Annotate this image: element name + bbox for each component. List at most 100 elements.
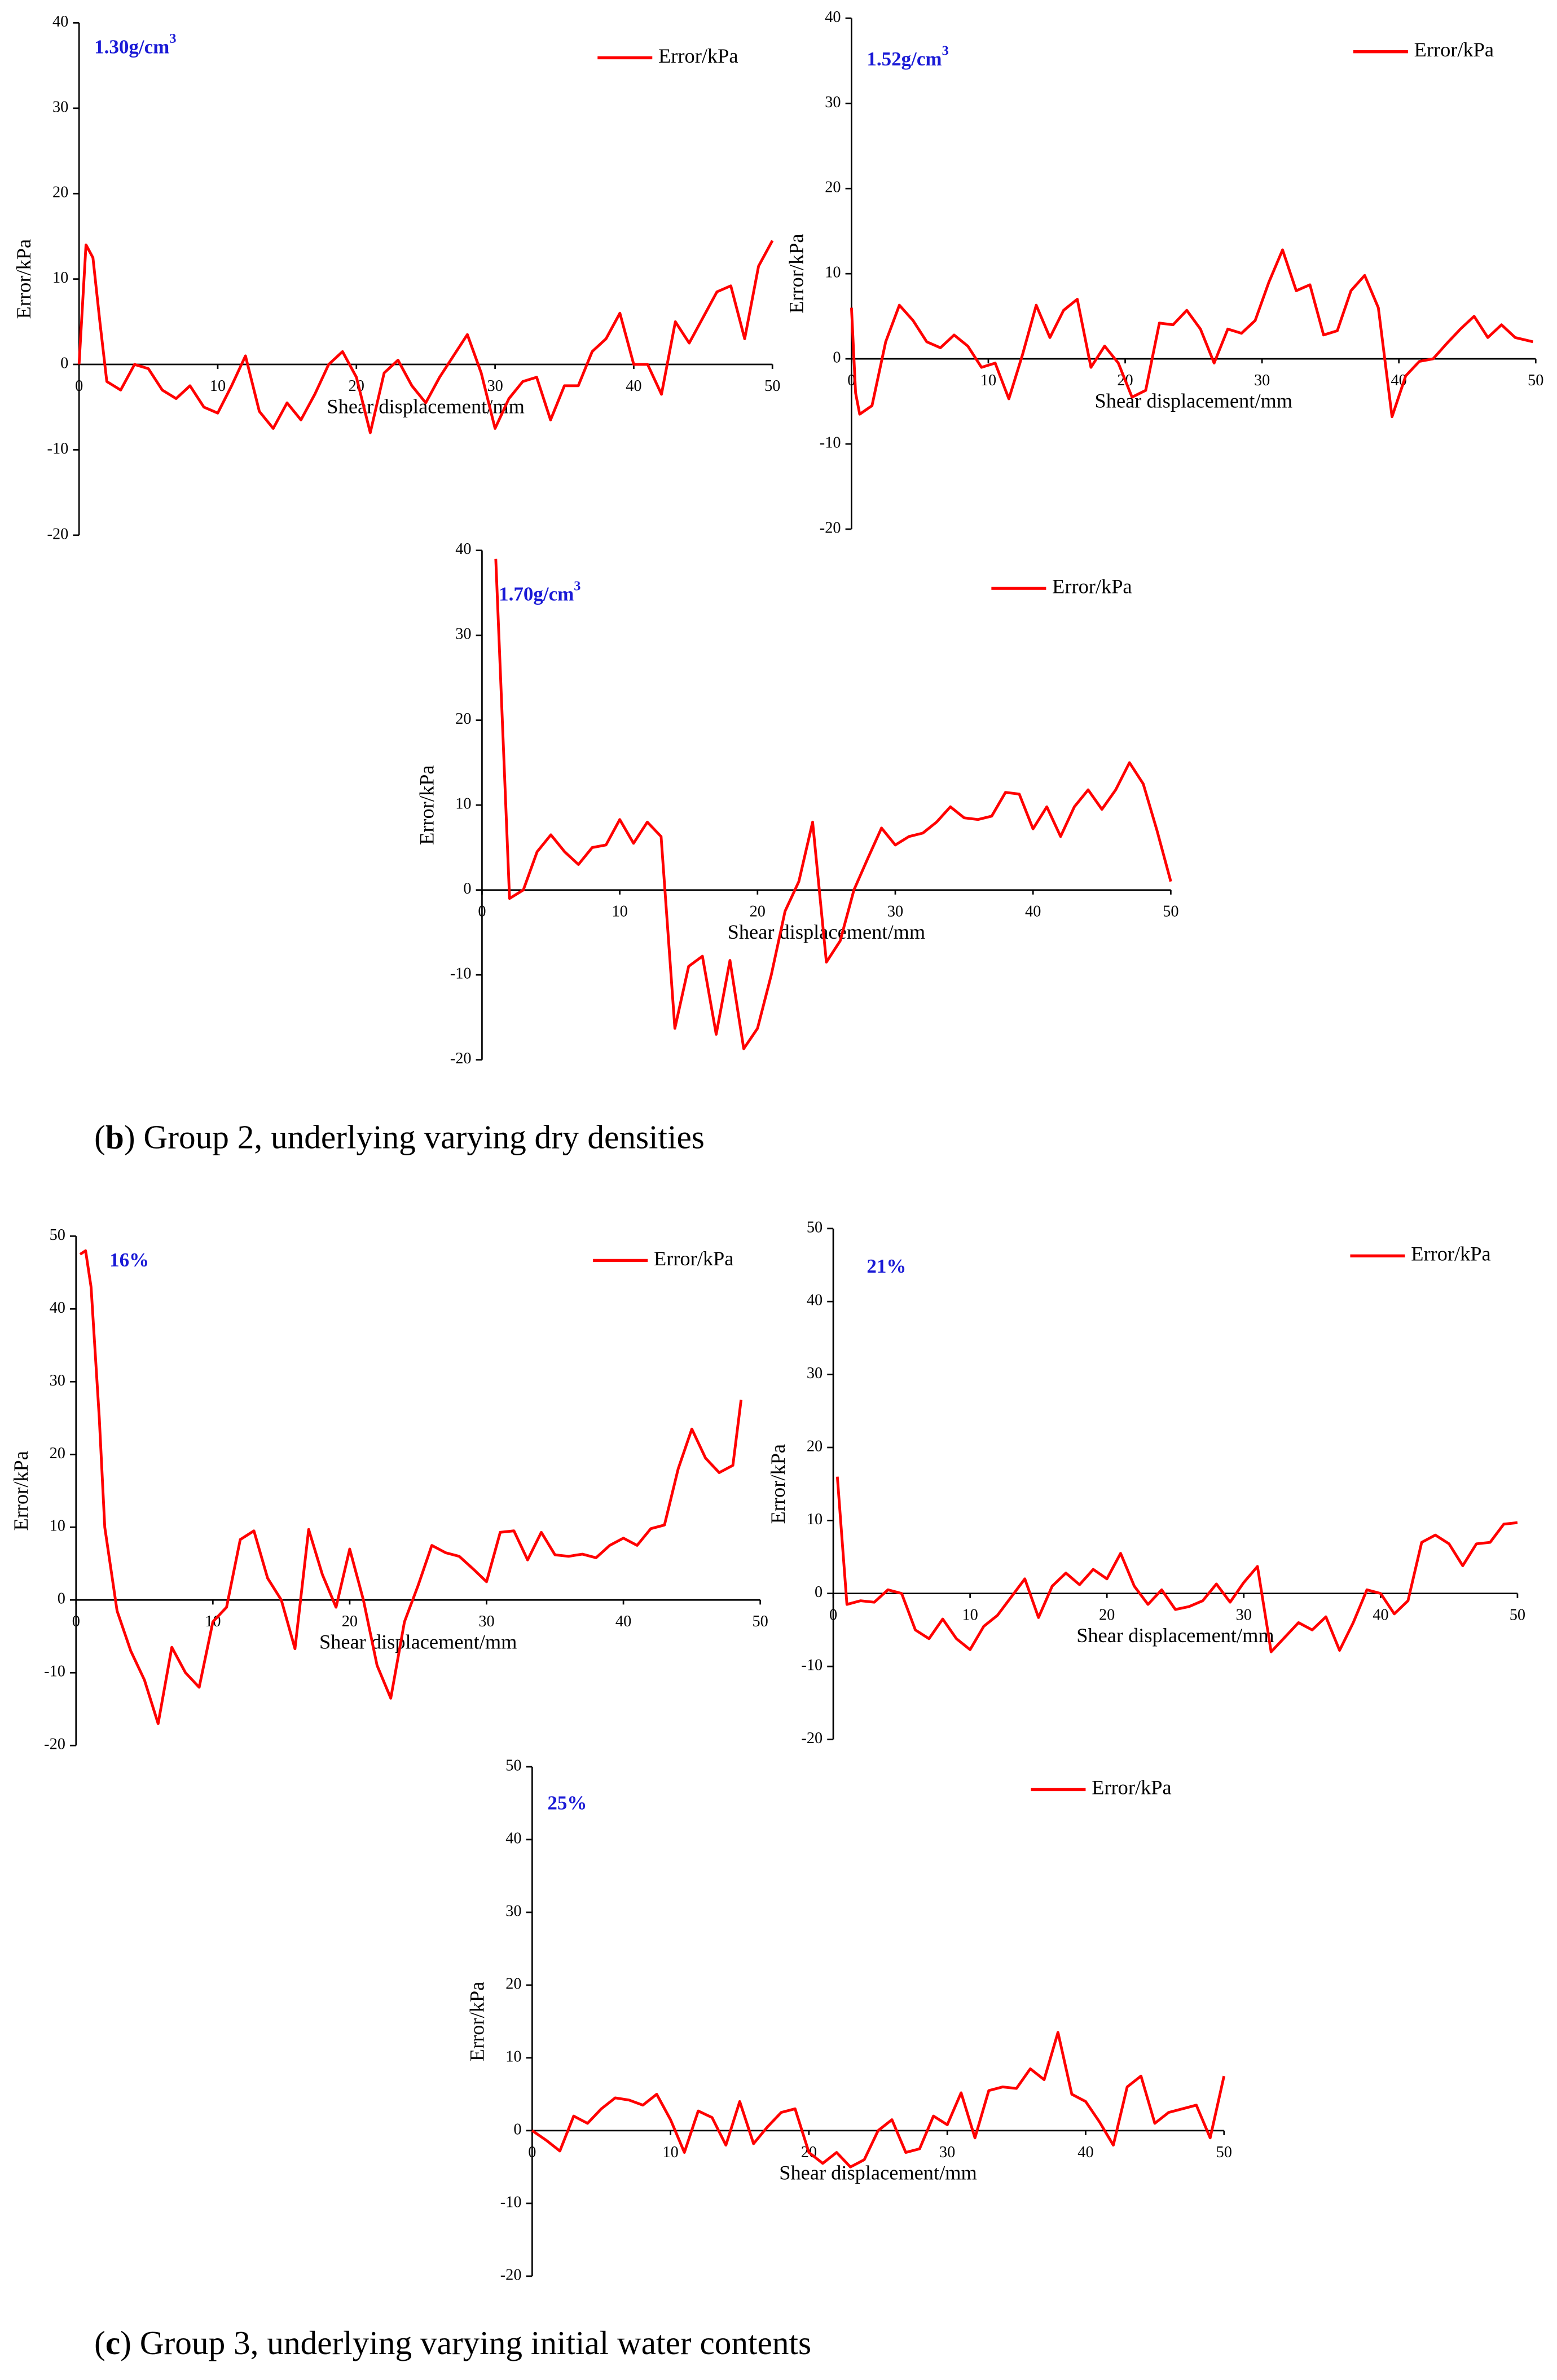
x-tick-label: 0 (528, 2144, 536, 2161)
x-tick-label: 20 (750, 903, 766, 921)
x-tick-label: 20 (342, 1613, 358, 1630)
y-tick-label: -10 (820, 434, 841, 452)
legend-label: Error/kPa (1052, 575, 1132, 597)
annotation-text: 21% (867, 1255, 906, 1277)
x-axis-label: Shear displacement/mm (728, 921, 926, 943)
x-axis-label: Shear displacement/mm (1095, 390, 1293, 412)
x-axis-label: Shear displacement/mm (779, 2161, 977, 2184)
caption-part: b (105, 1118, 124, 1155)
y-tick-label: -10 (500, 2193, 522, 2211)
y-tick-label: 50 (50, 1226, 65, 1244)
y-tick-label: 0 (463, 880, 471, 898)
y-tick-label: 20 (455, 710, 471, 728)
legend-label: Error/kPa (654, 1247, 733, 1270)
y-tick-label: -20 (820, 519, 841, 536)
x-tick-label: 30 (1254, 372, 1270, 389)
y-tick-label: 30 (505, 1902, 521, 1920)
legend-label: Error/kPa (1411, 1243, 1490, 1265)
x-tick-label: 50 (753, 1613, 768, 1630)
y-tick-label: 10 (807, 1511, 823, 1528)
y-tick-label: 10 (52, 269, 68, 287)
y-tick-label: 0 (58, 1590, 65, 1608)
x-tick-label: 40 (615, 1613, 631, 1630)
x-tick-label: 30 (1236, 1607, 1252, 1624)
annotation: 1.30g/cm3 (94, 31, 176, 58)
y-tick-label: 0 (513, 2121, 521, 2138)
x-tick-label: 10 (962, 1607, 978, 1624)
x-tick-label: 10 (612, 903, 627, 921)
x-tick-label: 50 (1510, 1607, 1525, 1624)
data-line (850, 248, 1533, 419)
y-tick-label: -10 (801, 1657, 823, 1674)
y-tick-label: 20 (50, 1445, 65, 1462)
x-tick-label: 0 (478, 903, 486, 921)
caption-part: c (105, 2324, 120, 2361)
annotation: 1.70g/cm3 (499, 578, 580, 605)
y-tick-label: 0 (60, 354, 68, 372)
legend-label: Error/kPa (1414, 38, 1494, 61)
y-tick-label: 40 (50, 1299, 65, 1317)
caption: (b) Group 2, underlying varying dry dens… (94, 1118, 705, 1155)
y-axis-label: Error/kPa (10, 1451, 32, 1530)
x-tick-label: 30 (487, 377, 503, 395)
data-line (531, 2031, 1226, 2168)
x-tick-label: 10 (210, 377, 226, 395)
y-tick-label: 10 (825, 264, 841, 281)
x-tick-label: 30 (939, 2144, 955, 2161)
x-tick-label: 10 (980, 372, 996, 389)
y-tick-label: 50 (807, 1218, 823, 1236)
y-tick-label: -10 (44, 1663, 65, 1680)
caption-part: ) Group 3, underlying varying initial wa… (120, 2324, 811, 2361)
y-tick-label: 40 (455, 540, 471, 558)
annotation-text: 25% (547, 1792, 587, 1814)
x-tick-label: 40 (1077, 2144, 1093, 2161)
x-axis-label: Shear displacement/mm (319, 1631, 517, 1653)
annotation-superscript: 3 (942, 43, 949, 58)
y-axis-label: Error/kPa (12, 239, 35, 319)
annotation-text: 1.30g/cm (94, 36, 169, 58)
y-tick-label: 0 (833, 349, 841, 367)
annotation-text: 1.70g/cm (499, 583, 574, 605)
y-tick-label: 20 (505, 1975, 521, 1992)
y-tick-label: 30 (50, 1372, 65, 1389)
y-tick-label: 30 (455, 626, 471, 643)
y-tick-label: -20 (44, 1736, 65, 1753)
y-tick-label: -20 (450, 1050, 472, 1067)
y-tick-label: 40 (505, 1829, 521, 1847)
x-tick-label: 50 (1528, 372, 1543, 389)
y-axis-label: Error/kPa (465, 1982, 488, 2061)
x-tick-label: 50 (1216, 2144, 1232, 2161)
legend-label: Error/kPa (658, 45, 738, 67)
x-tick-label: 0 (72, 1613, 80, 1630)
caption-part: ( (94, 2324, 105, 2361)
annotation: 25% (547, 1792, 587, 1814)
y-tick-label: -20 (801, 1730, 823, 1747)
y-tick-label: 20 (52, 184, 68, 201)
x-tick-label: 40 (1373, 1607, 1388, 1624)
y-tick-label: 40 (52, 13, 68, 30)
y-tick-label: -20 (500, 2266, 522, 2284)
y-tick-label: 10 (505, 2048, 521, 2065)
y-tick-label: 20 (807, 1437, 823, 1455)
x-tick-label: 20 (1099, 1607, 1115, 1624)
y-tick-label: 10 (455, 795, 471, 813)
y-tick-label: 40 (825, 8, 841, 26)
data-line (79, 1249, 743, 1725)
y-tick-label: -10 (47, 440, 69, 457)
data-line (494, 558, 1172, 1050)
annotation-superscript: 3 (169, 31, 176, 46)
x-tick-label: 10 (662, 2144, 678, 2161)
annotation-text: 16% (109, 1249, 149, 1271)
y-tick-label: 10 (50, 1517, 65, 1535)
caption: (c) Group 3, underlying varying initial … (94, 2324, 811, 2361)
data-line (835, 1476, 1518, 1653)
x-tick-label: 50 (1163, 903, 1178, 921)
x-tick-label: 30 (887, 903, 903, 921)
legend-label: Error/kPa (1092, 1776, 1171, 1799)
x-tick-label: 0 (75, 377, 83, 395)
x-tick-label: 0 (829, 1607, 837, 1624)
y-axis-label: Error/kPa (767, 1444, 789, 1524)
y-tick-label: 40 (807, 1292, 823, 1309)
y-tick-label: 30 (807, 1365, 823, 1382)
